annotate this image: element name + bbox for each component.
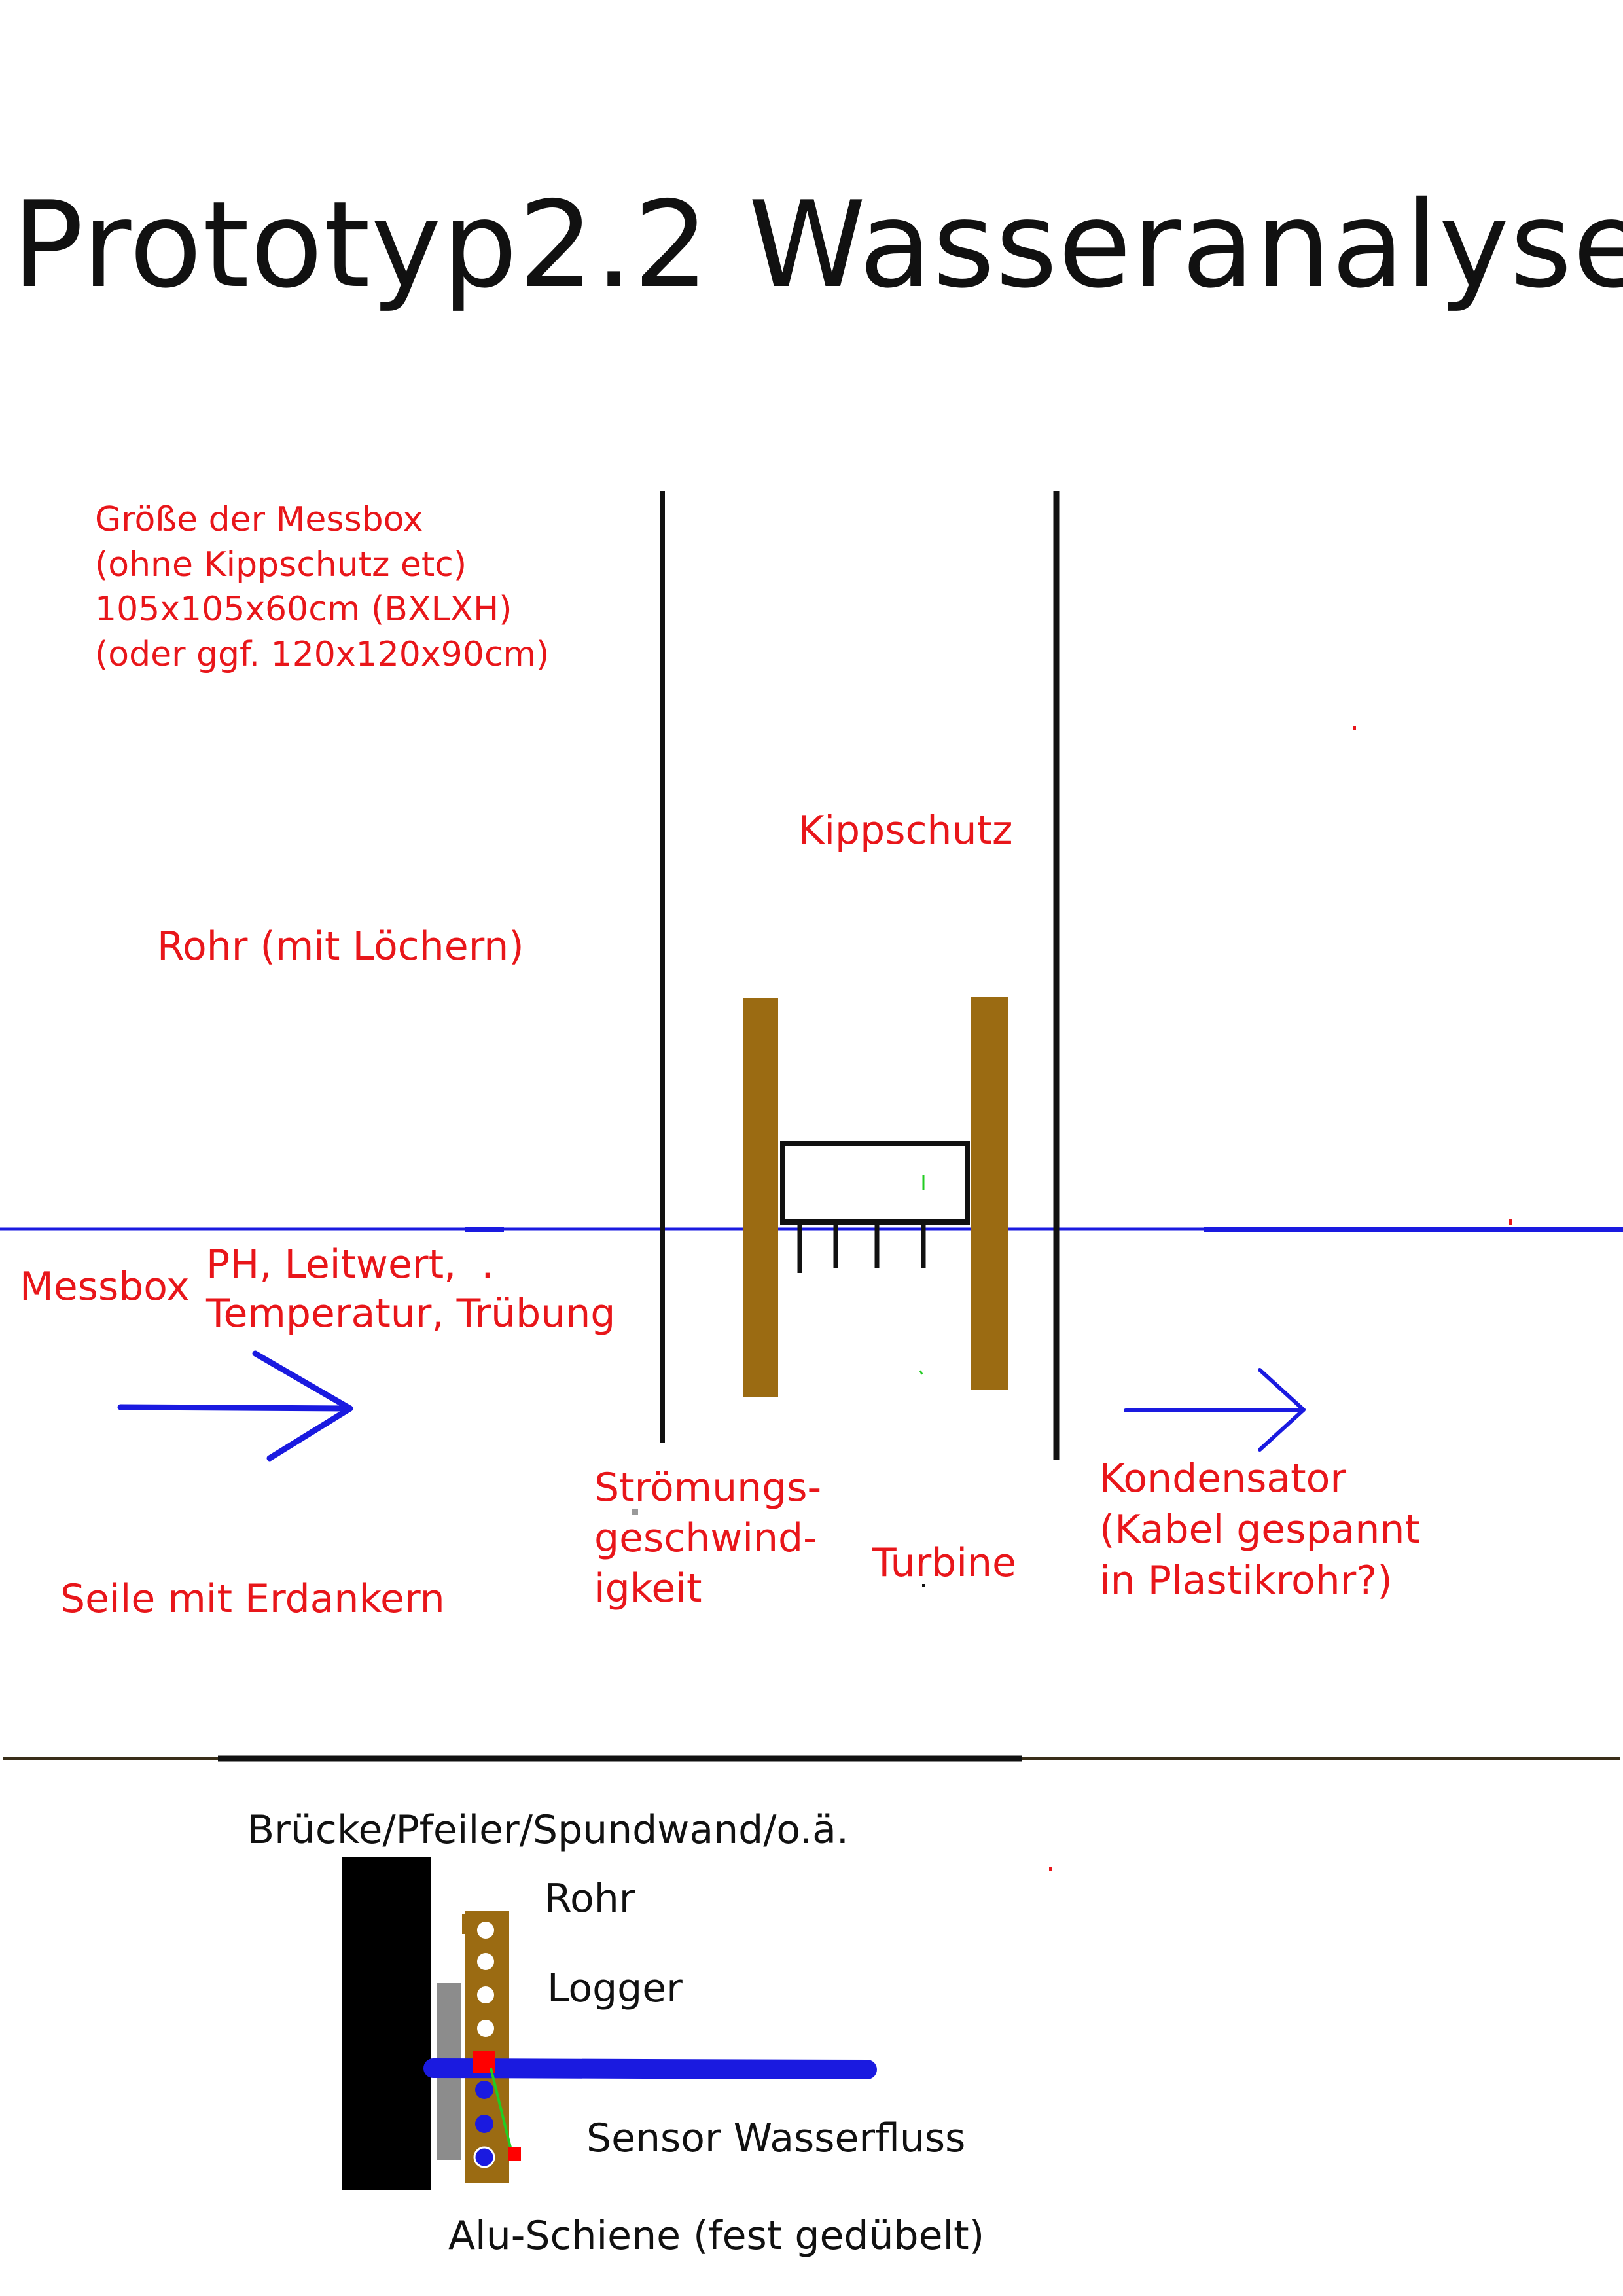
pipe-hole-submerged-3 [473, 2146, 495, 2168]
water-level-bar [423, 2058, 877, 2079]
pipe-hole-submerged-1 [475, 2081, 493, 2099]
messbox-size-note: Größe der Messbox (ohne Kippschutz etc) … [95, 500, 550, 674]
stray-dot-black [922, 1584, 925, 1587]
bridge-pier [342, 1857, 431, 2190]
stray-dot-grey [632, 1509, 638, 1515]
stray-dot-red-1 [1353, 726, 1356, 730]
stroemung-label: Strömungs- geschwind- igkeit [594, 1465, 822, 1611]
flow-sensor [508, 2147, 521, 2161]
stray-dot-red-2 [1509, 1219, 1512, 1225]
pipe-left [743, 998, 778, 1397]
sensor-wasserfluss-label: Sensor Wasserfluss [586, 2115, 966, 2161]
alu-schiene-label: Alu-Schiene (fest gedübelt) [448, 2213, 985, 2259]
kippschutz-label: Kippschutz [798, 808, 1013, 853]
pipe-hole-2 [477, 1953, 494, 1970]
pipe-hole-submerged-2 [475, 2115, 493, 2133]
pipe-hole-1 [477, 1922, 494, 1939]
kondensator-label: Kondensator (Kabel gespannt in Plastikro… [1099, 1456, 1420, 1604]
pipe-hole-4 [477, 2020, 494, 2037]
bruecke-label: Brücke/Pfeiler/Spundwand/o.ä. [247, 1807, 849, 1853]
pipe-hole-3 [477, 1986, 494, 2003]
rohr-pipe [465, 1911, 509, 2183]
arrow-right-icon [117, 1350, 353, 1462]
messbox-body [780, 1141, 970, 1225]
rohr-pipe-cap [462, 1914, 469, 1934]
stray-dot-red-3 [1049, 1867, 1052, 1871]
messbox-green-dot [919, 1370, 923, 1375]
logger-label: Logger [547, 1965, 683, 2011]
pipe-right [971, 997, 1008, 1390]
sensor-cable [490, 2068, 512, 2151]
turbine-label: Turbine [872, 1540, 1016, 1586]
page-title: Prototyp2.2 Wasseranalyse [12, 175, 1623, 314]
seile-label: Seile mit Erdankern [60, 1576, 445, 1622]
rohr-mit-loechern-label: Rohr (mit Löchern) [157, 924, 524, 969]
messbox-label: Messbox [20, 1264, 190, 1310]
sensors-label: PH, Leitwert, . Temperatur, Trübung [206, 1242, 616, 1336]
arrow-right-icon [1124, 1368, 1306, 1452]
rohr-label: Rohr [544, 1876, 635, 1922]
